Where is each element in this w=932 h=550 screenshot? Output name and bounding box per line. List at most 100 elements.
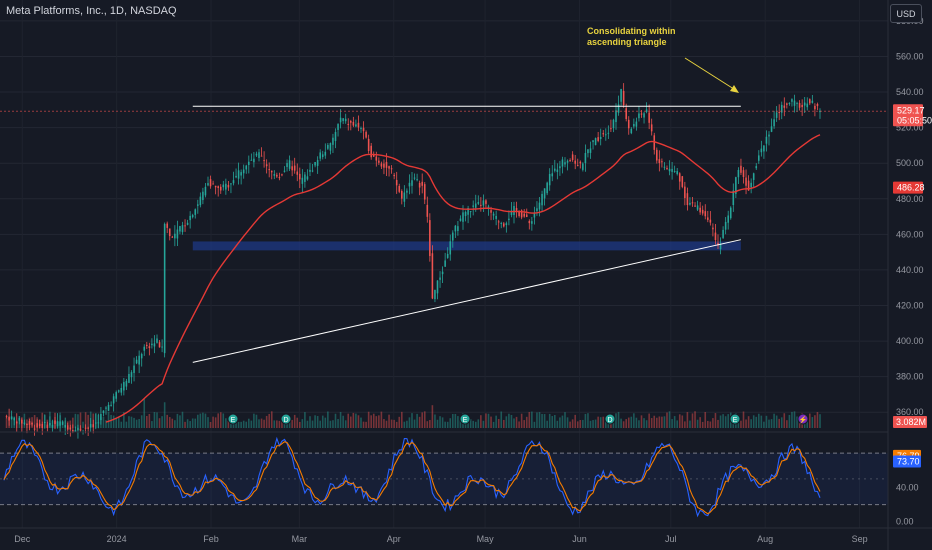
candle-body	[148, 346, 151, 349]
oscillator-axis: 0.00 40.00	[896, 482, 919, 526]
volume-bar	[528, 411, 531, 428]
volume-bar	[431, 405, 434, 428]
candle-body	[750, 182, 752, 188]
event-marker[interactable]: D	[280, 413, 292, 425]
candle-body	[735, 177, 737, 194]
price-axis[interactable]: 360.00 380.00 400.00 420.00 440.00 460.00 480.…	[896, 16, 924, 417]
volume-bar	[5, 417, 8, 428]
candle-body	[393, 174, 395, 177]
volume-bar	[740, 420, 742, 428]
volume-value-label: 3.082M	[893, 416, 927, 428]
candle-body	[102, 410, 105, 414]
candle-body	[212, 183, 214, 185]
volume-bar	[390, 419, 393, 428]
event-marker-glyph: D	[607, 417, 612, 424]
volume-bar	[69, 420, 72, 428]
volume-bar	[668, 411, 671, 428]
volume-bar	[661, 416, 663, 428]
candle-body	[278, 177, 281, 179]
volume-bar	[612, 421, 615, 428]
event-marker[interactable]: E	[729, 413, 741, 425]
candle-body	[520, 210, 523, 218]
candle-body	[360, 128, 362, 130]
volume-bar	[566, 417, 569, 428]
volume-bar	[658, 416, 661, 428]
volume-bar	[681, 415, 684, 428]
candle-body	[559, 166, 561, 169]
volume-bar	[582, 419, 584, 428]
candle-body	[36, 423, 38, 428]
volume-bar	[645, 420, 648, 428]
volume-bar	[594, 419, 597, 428]
price-tick-label: 560.00	[896, 51, 924, 61]
volume-bar	[523, 420, 525, 428]
candle-body	[411, 180, 413, 186]
candle-body	[306, 176, 309, 180]
price-countdown: 05:05:50	[897, 115, 932, 125]
candle-body	[584, 152, 587, 163]
event-markers[interactable]: E D E D E ⚡	[227, 413, 809, 425]
volume-bar	[140, 415, 143, 428]
volume-bar	[281, 420, 283, 428]
volume-bar	[130, 416, 133, 428]
candle-body	[523, 213, 525, 217]
volume-bar	[714, 413, 717, 428]
volume-bar	[574, 414, 576, 428]
volume-bar	[194, 418, 197, 428]
candle-body	[199, 196, 202, 206]
candle-body	[658, 159, 661, 164]
candle-body	[191, 215, 194, 218]
volume-bar	[638, 420, 640, 428]
volume-bar	[82, 421, 84, 428]
candle-body	[668, 168, 671, 172]
candle-body	[69, 427, 72, 430]
volume-bar	[117, 416, 120, 428]
candle-body	[23, 422, 26, 424]
volume-bar	[171, 418, 174, 428]
event-marker[interactable]: D	[604, 413, 616, 425]
time-axis[interactable]: Dec 2024 Feb Mar Apr May Jun Jul Aug Sep	[14, 534, 867, 544]
event-marker-glyph: D	[283, 417, 288, 424]
volume-bar	[724, 416, 727, 428]
event-marker-glyph: E	[463, 417, 468, 424]
volume-bar	[319, 420, 321, 428]
candle-body	[324, 151, 327, 156]
volume-bar	[495, 415, 497, 428]
volume-bar	[699, 417, 701, 428]
grid-lines	[0, 20, 888, 413]
volume-bar	[276, 420, 278, 428]
volume-bar	[327, 411, 329, 428]
volume-bar	[174, 420, 176, 428]
event-marker[interactable]: ⚡	[797, 413, 809, 425]
candle-body	[299, 173, 301, 180]
currency-button[interactable]: USD	[890, 4, 922, 23]
candle-body	[5, 415, 8, 417]
candle-body	[518, 211, 520, 217]
candle-body	[439, 277, 441, 280]
candle-body	[291, 166, 293, 171]
volume-bar	[640, 415, 643, 428]
volume-bar	[533, 421, 536, 428]
candle-body	[314, 161, 316, 166]
volume-bar	[408, 417, 411, 428]
volume-bar	[485, 413, 487, 428]
volume-bar	[551, 416, 554, 428]
candle-body	[729, 207, 732, 219]
candle-body	[143, 346, 146, 351]
candle-body	[268, 169, 270, 171]
candle-body	[564, 162, 566, 165]
volume-bar	[778, 418, 780, 428]
event-marker[interactable]: E	[227, 413, 239, 425]
candle-body	[21, 419, 23, 424]
volume-bar	[245, 421, 248, 428]
volume-bar	[467, 420, 469, 428]
volume-bar	[191, 418, 194, 428]
candle-body	[64, 424, 66, 428]
volume-bar	[579, 419, 582, 428]
volume-bar	[796, 416, 798, 428]
volume-bar	[569, 421, 571, 428]
event-marker[interactable]: E	[459, 413, 471, 425]
candle-body	[151, 343, 153, 346]
volume-bar	[439, 416, 441, 428]
